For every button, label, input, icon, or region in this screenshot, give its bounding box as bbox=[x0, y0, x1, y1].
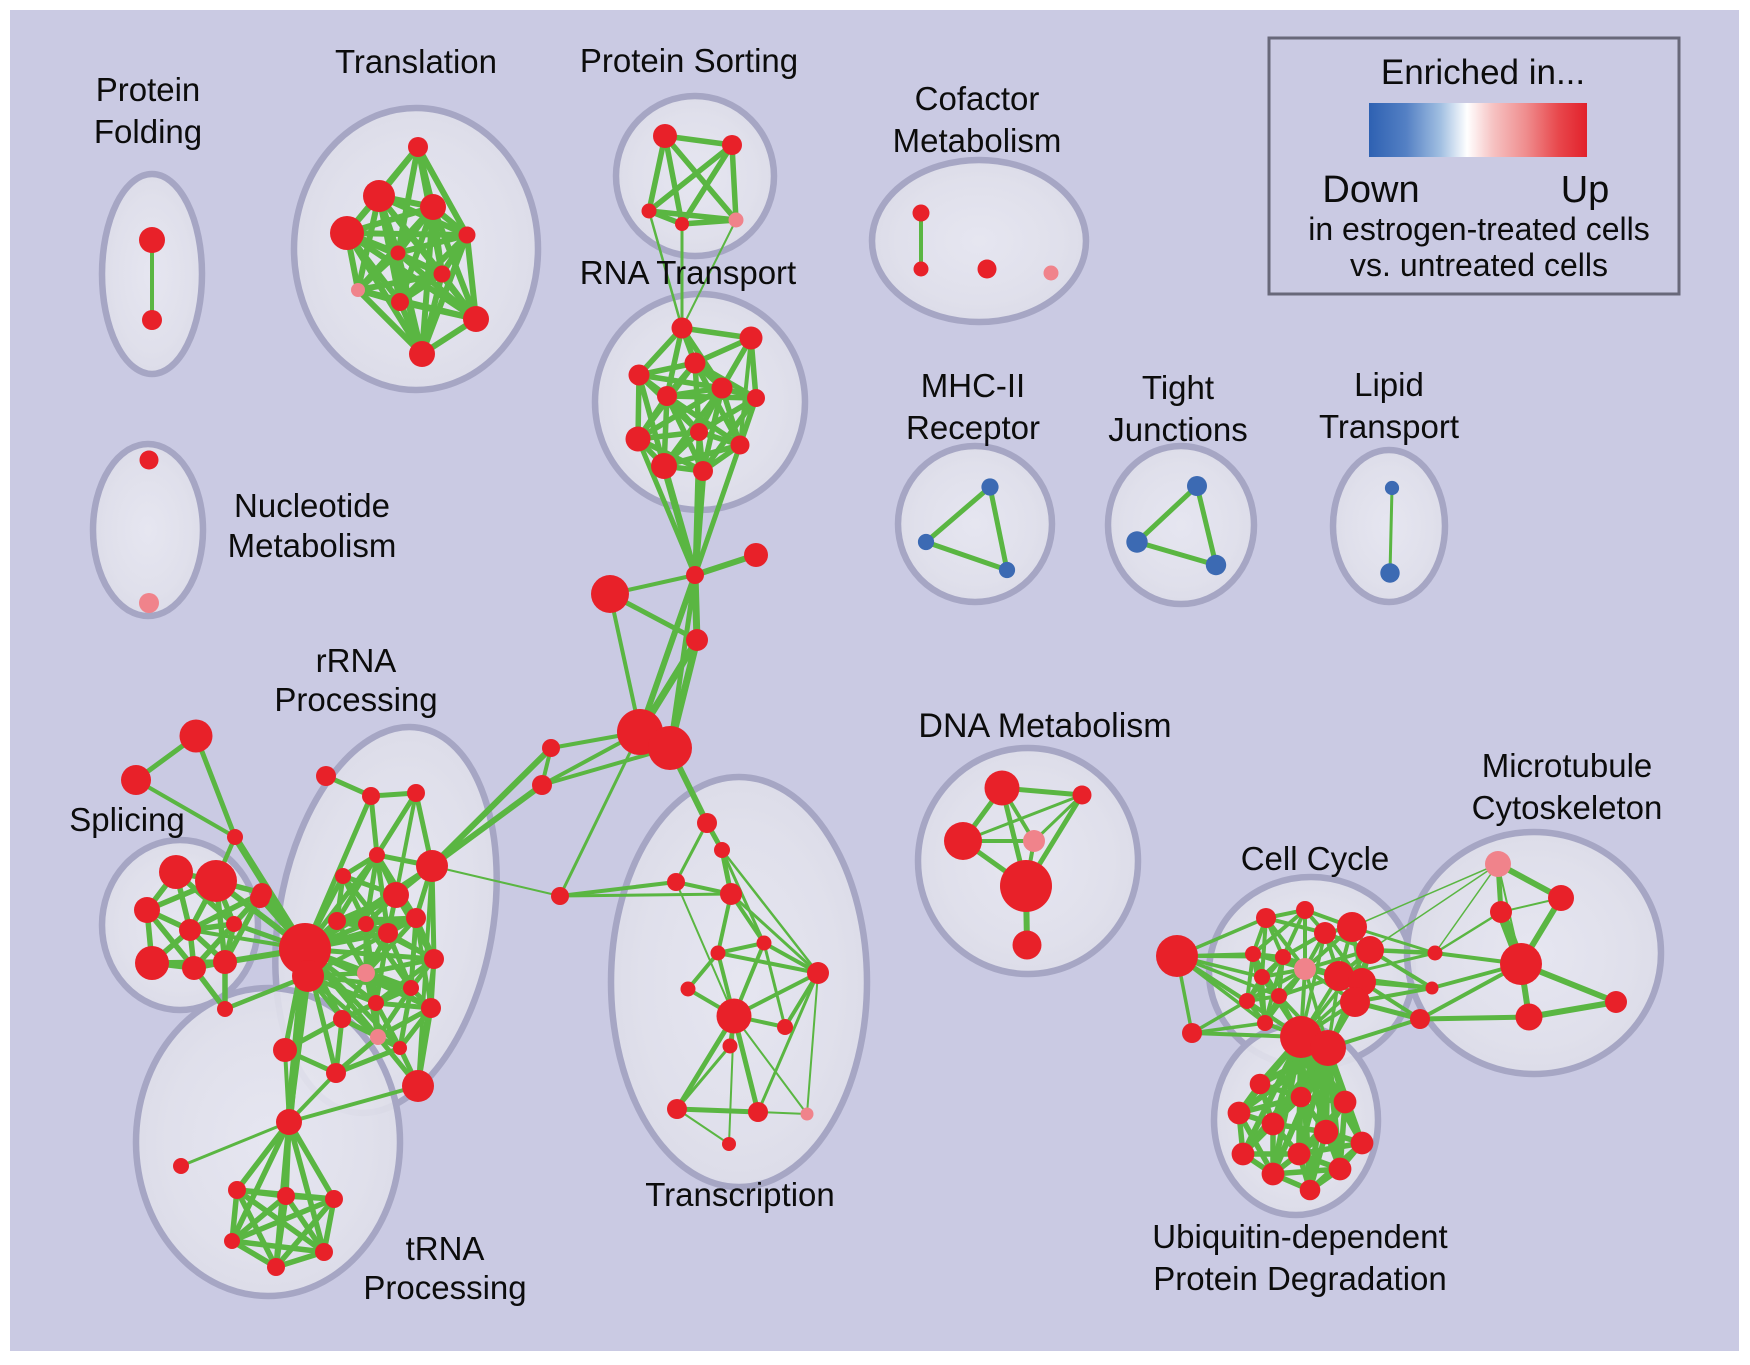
svg-text:Metabolism: Metabolism bbox=[228, 527, 397, 564]
svg-text:rRNA: rRNA bbox=[316, 642, 397, 679]
svg-text:Protein: Protein bbox=[96, 71, 201, 108]
svg-text:Processing: Processing bbox=[363, 1269, 526, 1306]
svg-text:Junctions: Junctions bbox=[1108, 411, 1247, 448]
svg-text:Nucleotide: Nucleotide bbox=[234, 487, 390, 524]
svg-text:DNA Metabolism: DNA Metabolism bbox=[918, 707, 1171, 745]
svg-text:Ubiquitin-dependent: Ubiquitin-dependent bbox=[1152, 1218, 1447, 1255]
svg-text:Transcription: Transcription bbox=[645, 1176, 835, 1213]
svg-text:vs. untreated cells: vs. untreated cells bbox=[1350, 247, 1608, 283]
svg-text:Folding: Folding bbox=[94, 113, 202, 150]
svg-text:Splicing: Splicing bbox=[69, 801, 185, 838]
svg-text:Cofactor: Cofactor bbox=[915, 80, 1040, 117]
svg-text:Transport: Transport bbox=[1319, 408, 1459, 445]
svg-text:Receptor: Receptor bbox=[906, 409, 1040, 446]
svg-text:Down: Down bbox=[1322, 169, 1419, 211]
svg-text:Up: Up bbox=[1561, 169, 1610, 211]
svg-text:Cell Cycle: Cell Cycle bbox=[1241, 840, 1390, 877]
svg-text:Processing: Processing bbox=[274, 681, 437, 718]
svg-text:Enriched in...: Enriched in... bbox=[1381, 53, 1585, 92]
svg-text:Microtubule: Microtubule bbox=[1482, 747, 1653, 784]
svg-text:Tight: Tight bbox=[1142, 369, 1214, 406]
svg-text:RNA Transport: RNA Transport bbox=[580, 254, 796, 291]
svg-text:Protein Sorting: Protein Sorting bbox=[580, 42, 798, 79]
svg-text:Cytoskeleton: Cytoskeleton bbox=[1472, 789, 1663, 826]
svg-text:in estrogen-treated cells: in estrogen-treated cells bbox=[1308, 211, 1650, 247]
svg-text:Metabolism: Metabolism bbox=[893, 122, 1062, 159]
svg-text:MHC-II: MHC-II bbox=[921, 367, 1025, 404]
svg-text:tRNA: tRNA bbox=[406, 1230, 485, 1267]
svg-text:Translation: Translation bbox=[335, 43, 497, 80]
svg-text:Lipid: Lipid bbox=[1354, 366, 1424, 403]
svg-text:Protein Degradation: Protein Degradation bbox=[1153, 1260, 1447, 1297]
